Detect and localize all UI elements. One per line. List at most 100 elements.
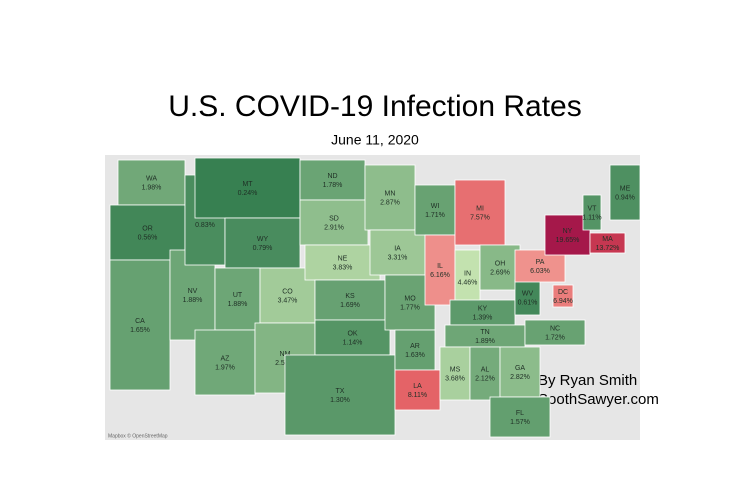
state-abbr: ND — [327, 173, 337, 180]
state-abbr: NY — [563, 228, 573, 235]
state-abbr: KS — [345, 293, 355, 300]
state-rate: 2.82% — [510, 374, 530, 381]
state-rate: 3.83% — [333, 264, 353, 271]
title: U.S. COVID-19 Infection Rates — [168, 90, 582, 123]
state — [524, 319, 586, 346]
state — [214, 267, 261, 331]
state-rate: 1.39% — [473, 314, 493, 321]
state — [514, 279, 541, 316]
state-abbr: NV — [188, 288, 198, 295]
state-rate: 0.83% — [195, 222, 215, 229]
state-rate: 0.79% — [253, 245, 273, 252]
state — [299, 159, 366, 201]
state — [589, 232, 626, 254]
state-abbr: IN — [464, 270, 471, 277]
state — [194, 329, 256, 396]
state-rate: 1.77% — [400, 304, 420, 311]
state-rate: 1.14% — [343, 339, 363, 346]
state-abbr: MT — [242, 181, 253, 188]
state — [424, 234, 456, 306]
credit: By Ryan Smith — [538, 372, 637, 389]
state-rate: 1.88% — [228, 301, 248, 308]
state-abbr: MO — [404, 295, 416, 302]
state-rate: 7.57% — [470, 214, 490, 221]
state-abbr: WA — [146, 175, 157, 182]
state — [314, 319, 391, 356]
state-abbr: KY — [478, 305, 488, 312]
state — [304, 244, 381, 281]
state-rate: 4.46% — [458, 279, 478, 286]
state-abbr: LA — [413, 383, 422, 390]
state — [489, 396, 551, 438]
state-rate: 13.72% — [596, 245, 620, 252]
state-rate: 1.57% — [510, 419, 530, 426]
state-abbr: CO — [282, 288, 293, 295]
state — [469, 346, 501, 401]
credit: SoothSawyer.com — [538, 391, 659, 408]
state-rate: 1.65% — [130, 327, 150, 334]
state-abbr: VT — [588, 205, 598, 212]
state-rate: 1.69% — [340, 302, 360, 309]
state-abbr: UT — [233, 292, 243, 299]
state-abbr: FL — [516, 410, 524, 417]
state-rate: 0.24% — [238, 190, 258, 197]
state-rate: 1.98% — [142, 184, 162, 191]
state-rate: 3.68% — [445, 375, 465, 382]
state-rate: 0.61% — [518, 299, 538, 306]
state-rate: 1.30% — [330, 397, 350, 404]
state-rate: 1.89% — [475, 338, 495, 345]
states: WA1.98%OR0.56%CA1.65%NV1.88%ID0.83%MT0.2… — [109, 157, 641, 438]
state-abbr: GA — [515, 365, 525, 372]
state-abbr: WY — [257, 236, 269, 243]
state — [194, 157, 301, 219]
state-rate: 6.94% — [553, 298, 573, 305]
state-rate: 3.31% — [388, 254, 408, 261]
state — [479, 244, 521, 291]
state-abbr: OR — [142, 225, 153, 232]
state-abbr: AL — [481, 366, 490, 373]
state — [544, 214, 591, 256]
state — [414, 184, 456, 236]
state-abbr: MA — [602, 236, 613, 243]
state-abbr: PA — [536, 259, 545, 266]
state-abbr: AZ — [221, 355, 231, 362]
state-abbr: WV — [522, 290, 534, 297]
state-rate: 2.91% — [324, 224, 344, 231]
state-rate: 6.16% — [430, 272, 450, 279]
state-abbr: NE — [338, 255, 348, 262]
state-rate: 1.63% — [405, 352, 425, 359]
state — [454, 249, 481, 306]
state-abbr: MN — [385, 190, 396, 197]
state — [299, 199, 369, 246]
state — [364, 164, 416, 231]
state-abbr: SD — [329, 215, 339, 222]
state — [117, 159, 186, 206]
state-abbr: IA — [394, 245, 401, 252]
state-rate: 0.56% — [138, 234, 158, 241]
state-rate: 0.94% — [615, 194, 635, 201]
state — [552, 284, 574, 308]
state-abbr: NM — [280, 351, 291, 358]
state-rate: 1.88% — [183, 297, 203, 304]
state — [224, 217, 301, 269]
state-rate: 3.47% — [278, 297, 298, 304]
state-abbr: MS — [450, 366, 461, 373]
state-rate: 1.78% — [323, 182, 343, 189]
state-abbr: TX — [336, 388, 345, 395]
state-rate: 2.87% — [380, 199, 400, 206]
state-rate: 2.69% — [490, 269, 510, 276]
state-abbr: MI — [476, 205, 484, 212]
state-rate: 2.12% — [475, 375, 495, 382]
state-abbr: OH — [495, 260, 506, 267]
state-abbr: ME — [620, 185, 631, 192]
state — [454, 179, 506, 246]
state-abbr: NC — [550, 325, 560, 332]
state — [314, 279, 386, 321]
state — [284, 354, 396, 436]
state — [394, 329, 436, 371]
state-rate: 19.65% — [556, 237, 580, 244]
state-rate: 1.97% — [215, 364, 235, 371]
state-rate: 8.11% — [408, 392, 427, 399]
state-rate: 1.72% — [545, 334, 565, 341]
